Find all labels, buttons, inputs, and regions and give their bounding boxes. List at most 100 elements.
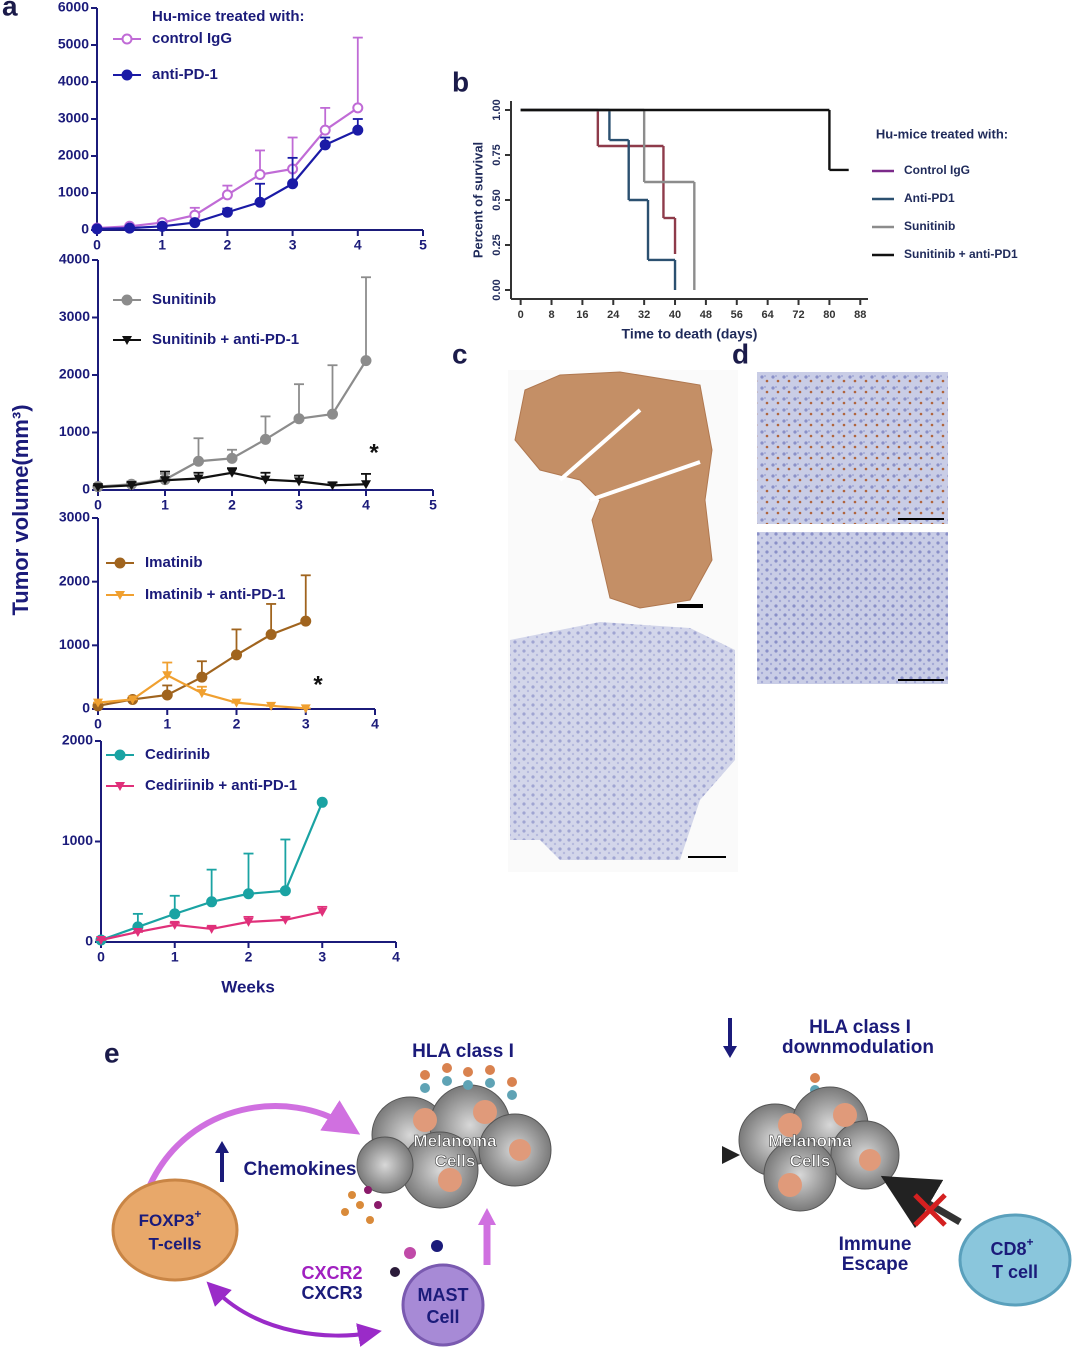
marker xyxy=(114,557,126,569)
x-tick-label: 0 xyxy=(94,497,102,513)
y-tick-label: 1.00 xyxy=(491,99,503,120)
chart: 0 1 2 3 4 5 0 1000 2000 3000 4000 5000 6000 Hu-mice t… xyxy=(58,0,427,253)
panel-labels: a b c d e xyxy=(2,0,749,1068)
y-tick-label: 1000 xyxy=(62,832,93,848)
marker xyxy=(300,704,311,714)
y-tick-label: 2000 xyxy=(58,147,89,163)
marker xyxy=(221,206,233,218)
superscript: + xyxy=(1027,1235,1034,1249)
x-tick-label: 4 xyxy=(392,949,400,965)
marker xyxy=(293,413,305,425)
y-tick-label: 2000 xyxy=(59,366,90,382)
arrow xyxy=(147,1100,361,1187)
y-tick-label: 3000 xyxy=(59,509,90,525)
x-tick-label: 3 xyxy=(295,497,303,513)
y-tick-label: 0.00 xyxy=(491,279,503,300)
cd8-cell xyxy=(958,1213,1072,1307)
label: CD8 xyxy=(990,1239,1026,1259)
marker xyxy=(319,124,331,136)
panel-label: e xyxy=(104,1037,120,1068)
annotation: * xyxy=(369,439,379,466)
marker xyxy=(287,178,299,190)
histology-c xyxy=(508,370,738,872)
x-tick-label: 4 xyxy=(362,497,370,513)
marker xyxy=(317,907,328,917)
label: Escape xyxy=(842,1254,909,1275)
x-tick-label: 0 xyxy=(94,716,102,732)
x-tick-label: 1 xyxy=(158,237,166,253)
legend-label: Sunitinib xyxy=(904,219,955,233)
marker xyxy=(254,169,266,180)
block-mark xyxy=(913,1193,947,1227)
x-tick-label: 0 xyxy=(518,309,524,321)
superscript: + xyxy=(194,1207,201,1221)
legend-title: Hu-mice treated with: xyxy=(876,126,1008,141)
marker xyxy=(300,615,312,627)
y-tick-label: 1000 xyxy=(58,184,89,200)
marker xyxy=(327,408,338,420)
x-tick-label: 1 xyxy=(171,949,179,965)
marker xyxy=(115,782,125,791)
x-tick-label: 8 xyxy=(548,309,554,321)
y-tick-label: 3000 xyxy=(59,308,90,324)
legend-title: Hu-mice treated with: xyxy=(152,8,305,25)
marker xyxy=(193,474,204,484)
label: CXCR2 xyxy=(301,1263,362,1283)
label: CD8+ xyxy=(990,1235,1033,1259)
label: Cells xyxy=(790,1151,831,1170)
marker xyxy=(231,698,242,708)
legend-label: Control IgG xyxy=(904,163,970,177)
y-tick-label: 6000 xyxy=(58,0,89,15)
marker xyxy=(206,896,218,908)
histology-d xyxy=(757,372,948,684)
y-tick-label: 4000 xyxy=(59,251,90,267)
label: T cell xyxy=(992,1262,1038,1282)
marker xyxy=(265,629,277,641)
legend-label: Cedirinib xyxy=(145,746,210,763)
marker xyxy=(280,915,291,925)
annotation: * xyxy=(313,671,323,698)
y-tick-label: 5000 xyxy=(58,36,89,52)
x-axis-label: Weeks xyxy=(221,977,275,996)
marker xyxy=(124,222,136,234)
marker xyxy=(361,480,371,490)
x-tick-label: 4 xyxy=(371,716,379,732)
marker xyxy=(196,671,208,683)
marker xyxy=(243,917,254,927)
melanoma-cluster xyxy=(738,1086,900,1212)
legend-label: Imatinib xyxy=(145,554,203,571)
marker xyxy=(327,481,338,491)
legend-label: Anti-PD1 xyxy=(904,191,955,205)
x-tick-label: 5 xyxy=(419,237,427,253)
hla-molecules xyxy=(420,1063,820,1100)
y-tick-label: 2000 xyxy=(59,572,90,588)
marker xyxy=(121,69,133,81)
x-tick-label: 0 xyxy=(93,237,101,253)
x-tick-label: 3 xyxy=(302,716,310,732)
marker xyxy=(221,189,233,201)
x-tick-label: 48 xyxy=(700,309,712,321)
marker xyxy=(352,102,364,114)
y-tick-label: 0 xyxy=(85,933,93,949)
legend-label: Sunitinib + anti-PD1 xyxy=(904,247,1018,261)
marker xyxy=(93,698,103,708)
chart: 0 1 2 3 4 0 1000 2000 Weeks Cedirinib Cediriinib +… xyxy=(62,732,400,997)
chemokine-hexagons xyxy=(341,1186,382,1224)
arrow-head xyxy=(215,1141,229,1153)
x-tick-label: 40 xyxy=(669,309,681,321)
label: downmodulation xyxy=(782,1037,934,1058)
marker xyxy=(122,336,132,345)
label: Melanoma xyxy=(768,1131,852,1150)
marker xyxy=(266,701,277,711)
foxp3-cell xyxy=(111,1178,239,1282)
marker xyxy=(114,749,126,761)
label: FOXP3+ xyxy=(139,1207,202,1230)
x-tick-label: 2 xyxy=(233,716,241,732)
x-tick-label: 2 xyxy=(228,497,236,513)
panel-label: b xyxy=(452,66,469,97)
legend-label: anti-PD-1 xyxy=(152,66,218,83)
y-tick-label: 0 xyxy=(81,221,89,237)
marker xyxy=(189,217,201,229)
diagram-e: HLA class I HLA class I downmodulation M… xyxy=(111,1017,1072,1347)
